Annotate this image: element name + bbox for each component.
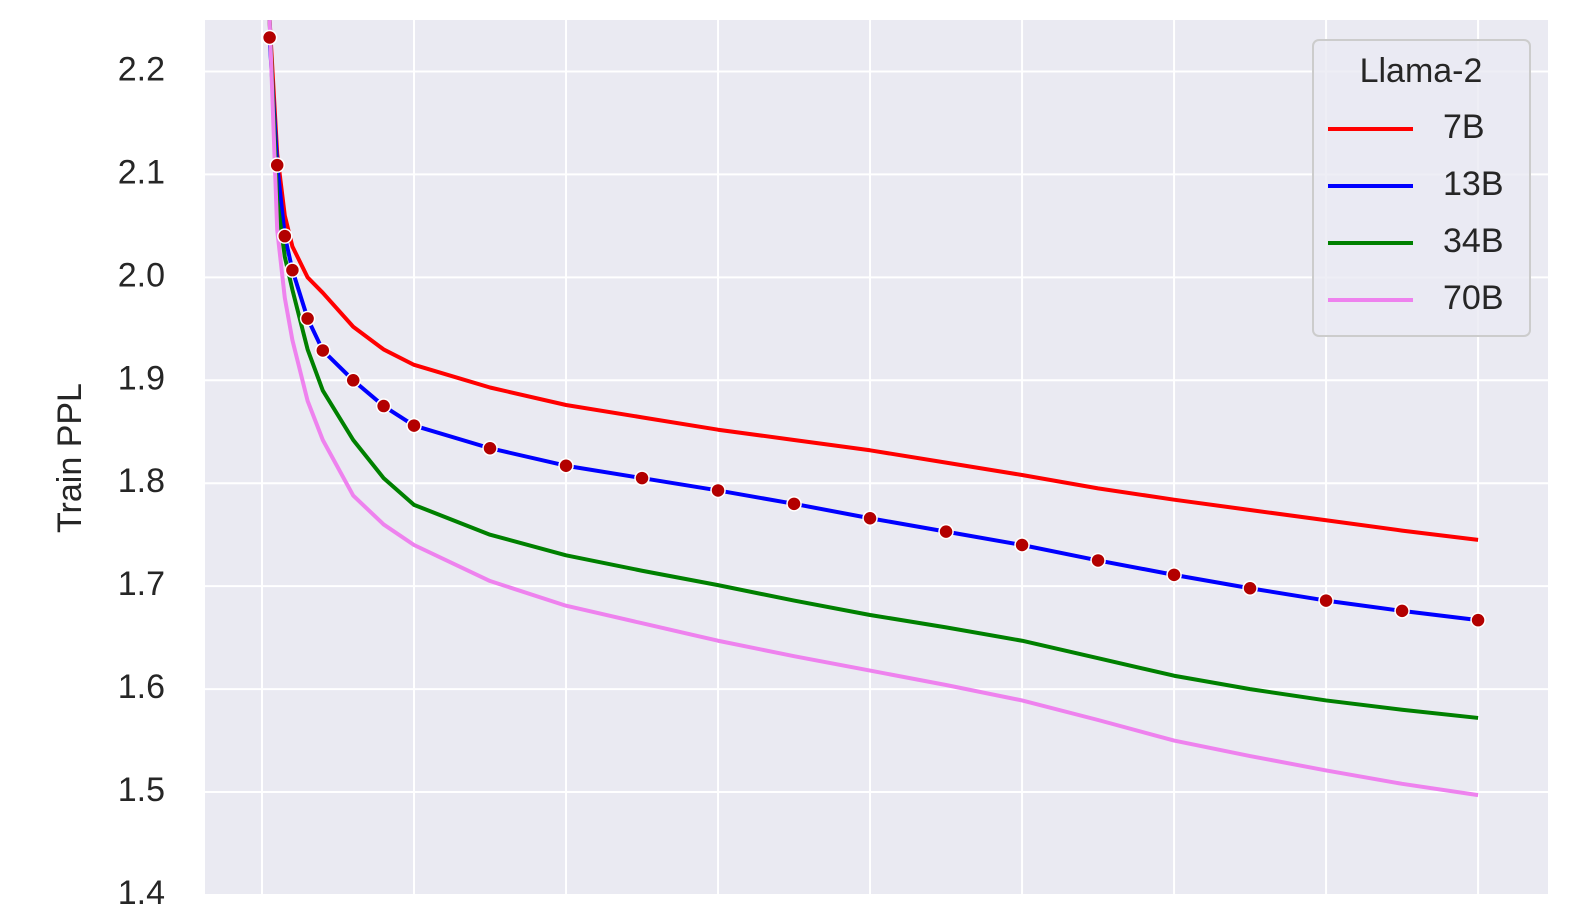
y-tick-label: 1.7 — [118, 565, 165, 603]
series-line — [267, 20, 1479, 798]
legend: Llama-2 7B 13B 34B 70B — [1312, 39, 1531, 337]
marker — [345, 372, 361, 389]
series-line — [267, 20, 1479, 720]
marker — [1470, 612, 1486, 628]
marker — [1242, 580, 1258, 596]
marker — [284, 262, 301, 278]
y-tick-label: 1.5 — [118, 771, 165, 809]
marker — [1014, 537, 1030, 553]
marker — [277, 228, 293, 244]
legend-label: 13B — [1443, 165, 1504, 203]
y-tick-label: 1.4 — [118, 874, 165, 912]
y-tick-label: 1.8 — [118, 462, 165, 500]
legend-title: Llama-2 — [1360, 52, 1483, 90]
marker — [558, 457, 574, 474]
marker — [299, 310, 316, 327]
series-line — [267, 20, 1479, 542]
marker — [482, 440, 498, 456]
marker — [710, 482, 726, 499]
marker — [786, 496, 802, 512]
marker — [634, 470, 650, 486]
legend-label: 7B — [1443, 108, 1485, 146]
marker — [315, 342, 331, 359]
y-tick-label: 1.9 — [118, 359, 165, 397]
marker — [269, 157, 285, 173]
y-tick-label: 2.1 — [118, 153, 165, 191]
marker — [1090, 552, 1106, 569]
legend-label: 70B — [1443, 279, 1504, 317]
y-tick-label: 2.2 — [118, 50, 165, 88]
y-axis-label: Train PPL — [51, 383, 89, 533]
marker — [406, 417, 422, 434]
marker — [375, 398, 392, 414]
marker — [261, 29, 278, 46]
y-tick-label: 2.0 — [118, 256, 165, 294]
marker — [1166, 567, 1182, 583]
marker — [938, 523, 954, 540]
marker — [862, 510, 878, 526]
marker — [1394, 603, 1410, 619]
legend-box — [1312, 39, 1531, 337]
y-tick-label: 1.6 — [118, 668, 165, 706]
marker — [1318, 592, 1334, 609]
legend-label: 34B — [1443, 222, 1504, 260]
